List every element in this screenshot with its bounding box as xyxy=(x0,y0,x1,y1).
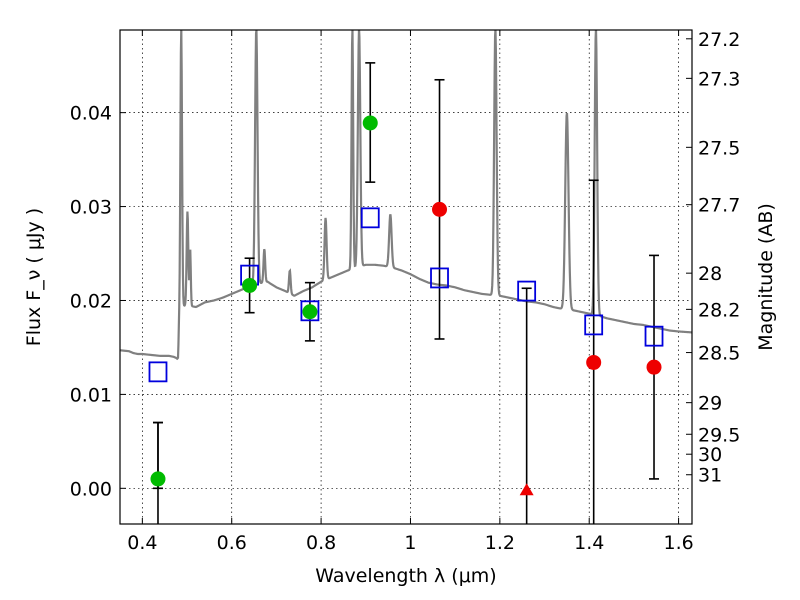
y-right-tick-label: 29.5 xyxy=(698,424,740,446)
model-point-square xyxy=(360,207,380,229)
plot-frame xyxy=(119,29,693,525)
y-right-tick-label: 27.5 xyxy=(698,137,740,159)
x-tick-label: 1.6 xyxy=(663,532,693,554)
y-right-tick-label: 27.3 xyxy=(698,68,740,90)
y-tick-label: 0.00 xyxy=(70,478,112,500)
plot-area xyxy=(120,30,692,524)
x-tick-label: 0.8 xyxy=(306,532,336,554)
model-point-square xyxy=(300,300,320,322)
upper-limit-point xyxy=(432,201,448,217)
y-right-tick-label: 27.2 xyxy=(698,29,740,51)
y-right-tick-label: 27.7 xyxy=(698,195,740,217)
model-point-square xyxy=(148,361,168,383)
upper-limit-point xyxy=(586,354,602,370)
y-axis-right-label: Magnitude (AB) xyxy=(755,203,777,351)
y-tick-label: 0.01 xyxy=(70,384,112,406)
grid xyxy=(120,30,692,524)
x-tick-label: 1 xyxy=(404,532,416,554)
x-tick-label: 1.2 xyxy=(485,532,515,554)
x-tick-label: 1.4 xyxy=(574,532,604,554)
model-point-square xyxy=(430,267,449,289)
upper-limit-point xyxy=(646,359,662,375)
y-tick-label: 0.03 xyxy=(70,197,112,219)
upper-limit-triangle xyxy=(519,483,534,496)
model-point-square xyxy=(644,325,664,347)
y-right-tick-label: 28.2 xyxy=(698,299,740,321)
detection-point xyxy=(362,115,378,131)
y-right-tick-label: 28 xyxy=(698,263,722,285)
detection-point xyxy=(302,304,318,320)
y-right-tick-label: 29 xyxy=(698,393,722,415)
y-tick-label: 0.02 xyxy=(70,290,112,312)
x-tick-label: 0.4 xyxy=(127,532,157,554)
y-right-tick-label: 30 xyxy=(698,444,722,466)
detection-point xyxy=(242,277,258,293)
model-point-square xyxy=(517,280,537,302)
y-tick-label: 0.04 xyxy=(70,103,112,125)
y-right-tick-label: 31 xyxy=(698,465,722,487)
x-tick-label: 0.6 xyxy=(217,532,247,554)
spectrum-line xyxy=(120,30,692,361)
y-axis-label: Flux F_ν ( μJy ) xyxy=(23,208,45,346)
detection-point xyxy=(150,471,166,487)
y-right-tick-label: 28.5 xyxy=(698,343,740,365)
axis-ticks: 0.4 0.6 0.8 1 1.2 1.4 1.6 0.00 0.01 0.02 0.03 0.04 2… xyxy=(70,29,741,554)
model-point-square xyxy=(584,314,604,336)
x-axis-label: Wavelength λ (μm) xyxy=(315,565,496,587)
